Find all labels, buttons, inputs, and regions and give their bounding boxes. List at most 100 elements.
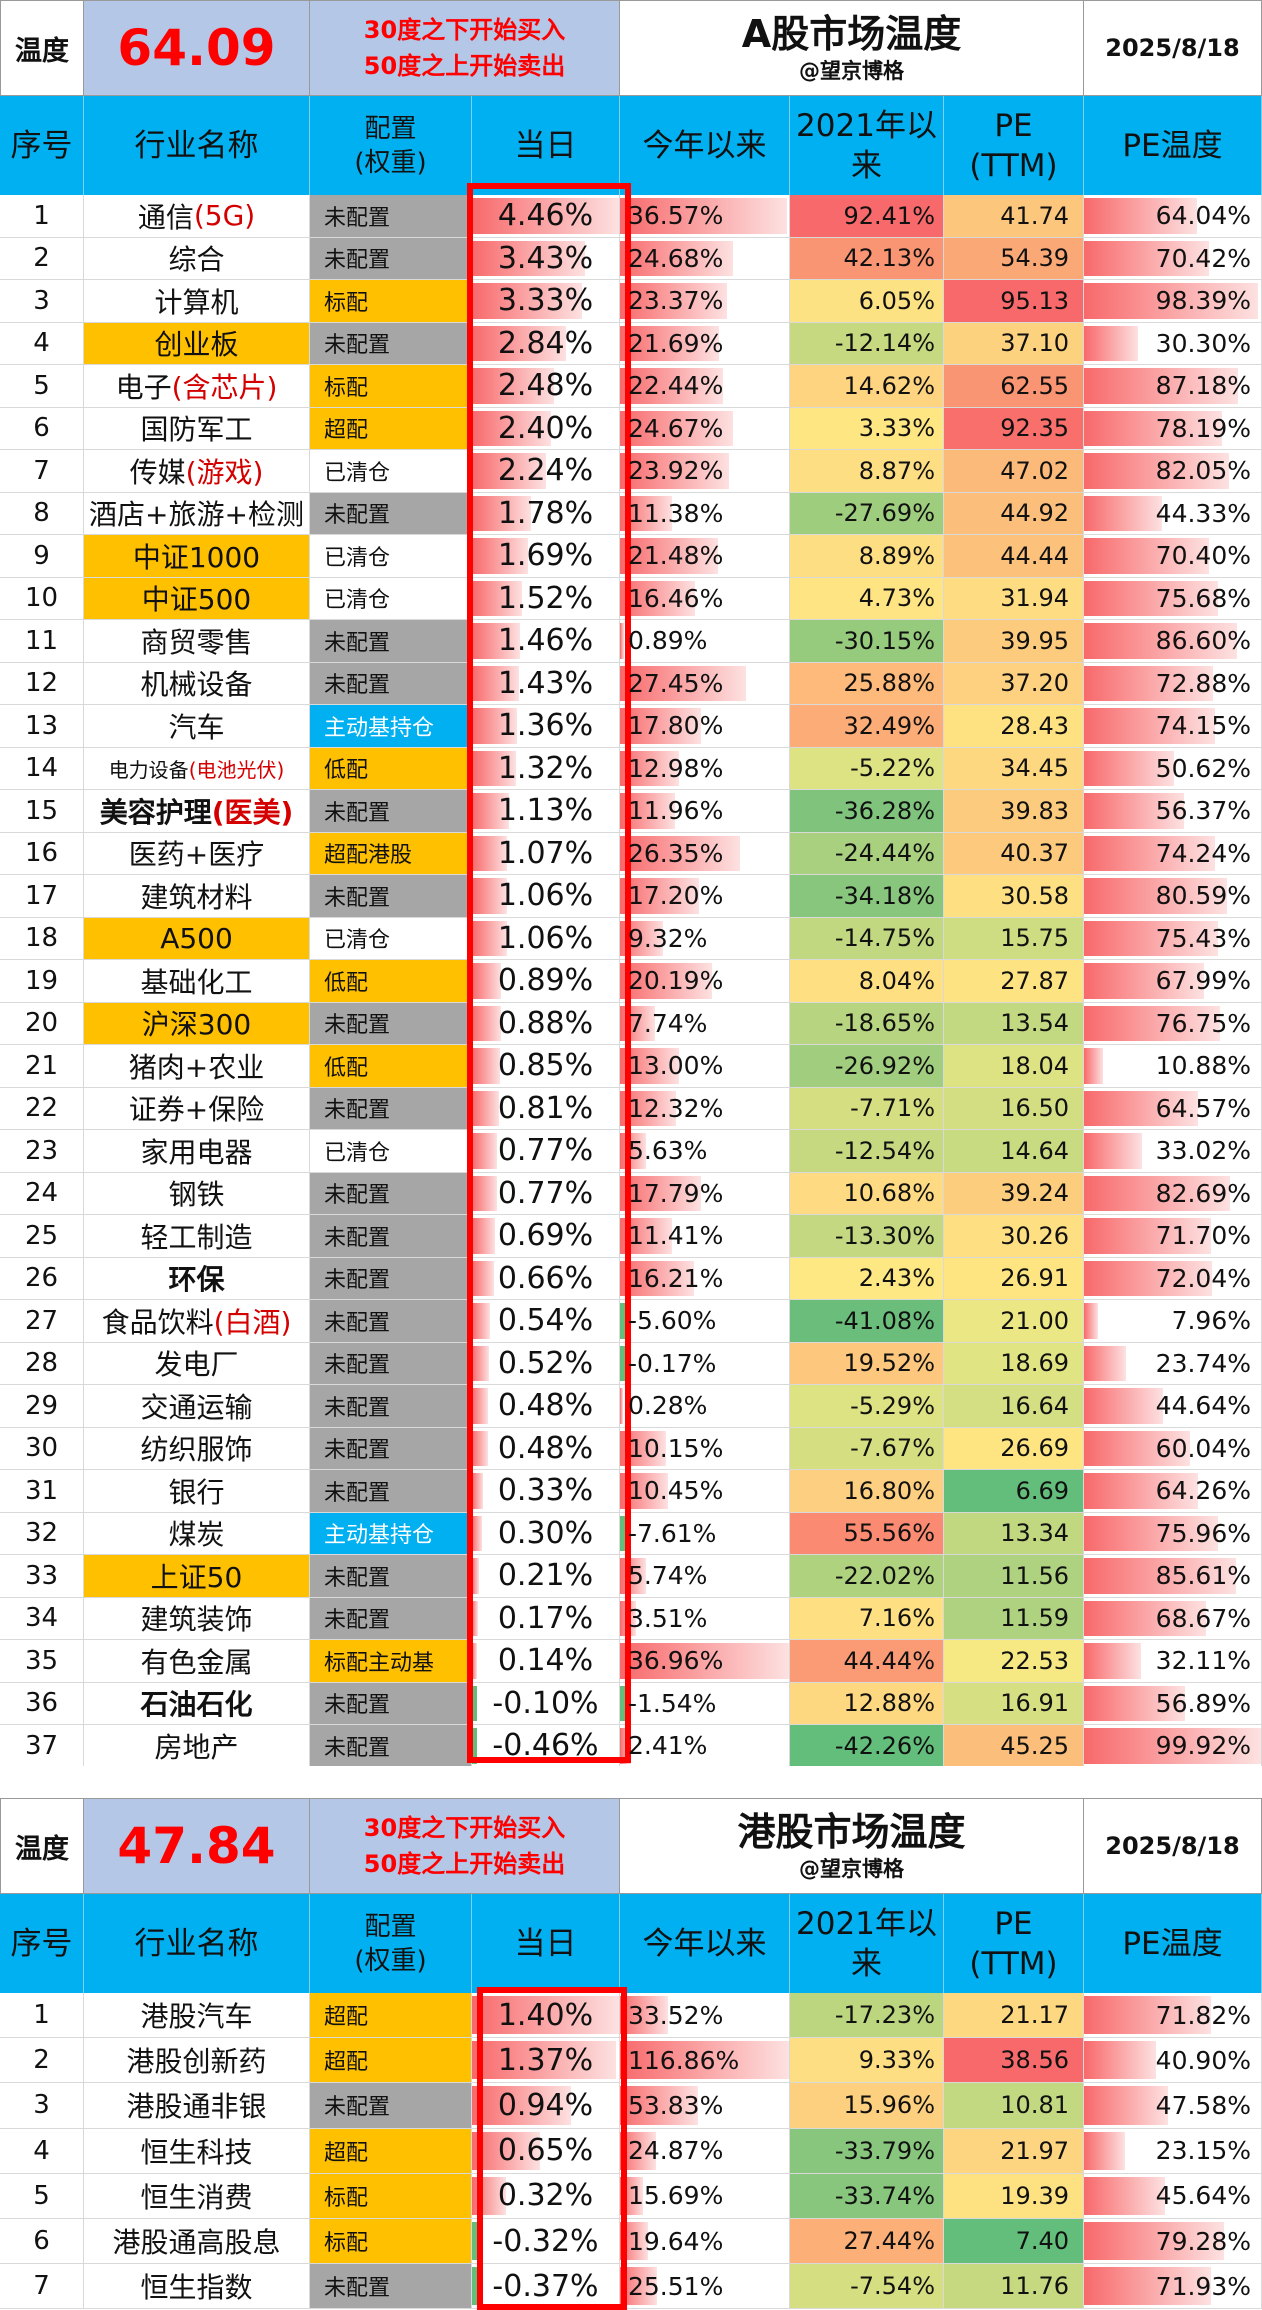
row-seq-text: 29 bbox=[24, 1390, 59, 1421]
pe-ttm: 41.74 bbox=[944, 195, 1084, 237]
since-2021-change: 8.87% bbox=[790, 450, 944, 492]
ytd-bar bbox=[620, 240, 733, 276]
ytd-bar bbox=[620, 1345, 625, 1381]
config-weight: 未配置 bbox=[310, 492, 472, 534]
pe-temperature-bar bbox=[1084, 750, 1174, 786]
pe-temperature: 44.33% bbox=[1084, 492, 1262, 534]
ytd-change: 36.57% bbox=[620, 195, 790, 237]
row-seq-text: 5 bbox=[33, 2180, 50, 2211]
industry-name-highlight: (白酒) bbox=[213, 1305, 292, 1339]
pe-temperature-text: 85.61% bbox=[1155, 1561, 1251, 1591]
pe-temperature: 32.11% bbox=[1084, 1640, 1262, 1682]
industry-name: 电力设备 (电池光伏) bbox=[84, 747, 310, 789]
since-2021-text: -33.74% bbox=[834, 2181, 935, 2210]
config-weight: 已清仓 bbox=[310, 577, 472, 619]
ytd-change-text: 23.92% bbox=[628, 456, 724, 486]
pe-temperature-text: 86.60% bbox=[1155, 626, 1251, 656]
ytd-change-text: 36.96% bbox=[628, 1646, 724, 1676]
table-row: 19 基础化工 低配 0.89% 20.19% 8.04% 27.87 67.99% bbox=[0, 960, 1262, 1003]
row-seq-text: 6 bbox=[33, 2226, 50, 2257]
table-row: 3 计算机 标配 3.33% 23.37% 6.05% 95.13 98.39% bbox=[0, 280, 1262, 323]
config-weight: 主动基持仓 bbox=[310, 705, 472, 747]
today-change-text: 0.14% bbox=[497, 1643, 594, 1679]
pe-temperature-bar bbox=[1084, 1430, 1191, 1466]
pe-temperature-bar bbox=[1084, 1600, 1206, 1636]
ytd-change-text: 36.57% bbox=[628, 201, 724, 231]
today-change: 0.52% bbox=[472, 1342, 620, 1384]
pe-ttm: 39.83 bbox=[944, 790, 1084, 832]
industry-name: 纺织服饰 bbox=[84, 1427, 310, 1469]
ytd-change-text: 16.21% bbox=[628, 1263, 724, 1293]
ytd-change-text: 21.48% bbox=[628, 541, 724, 571]
config-weight: 未配置 bbox=[310, 195, 472, 237]
ytd-change-text: -1.54% bbox=[628, 1688, 717, 1718]
ytd-bar bbox=[620, 2086, 698, 2125]
ytd-bar bbox=[620, 325, 720, 361]
today-bar bbox=[472, 1643, 477, 1679]
today-bar bbox=[472, 198, 619, 234]
today-bar bbox=[472, 2086, 571, 2125]
industry-name-text: 证券+保险 bbox=[128, 1093, 265, 1127]
ytd-change-text: 24.67% bbox=[628, 413, 724, 443]
since-2021-text: 8.04% bbox=[858, 966, 935, 995]
since-2021-change: 16.80% bbox=[790, 1470, 944, 1512]
row-seq-text: 11 bbox=[24, 625, 59, 656]
today-change: 2.48% bbox=[472, 365, 620, 407]
pe-ttm-text: 40.37 bbox=[1000, 839, 1069, 868]
industry-name-text: 国防军工 bbox=[140, 413, 253, 447]
since-2021-change: 10.68% bbox=[790, 1172, 944, 1214]
pe-ttm-text: 92.35 bbox=[1000, 414, 1069, 443]
today-change-text: 0.48% bbox=[497, 1388, 594, 1424]
row-seq: 21 bbox=[0, 1045, 84, 1087]
industry-name: 发电厂 bbox=[84, 1342, 310, 1384]
since-2021-change: 8.89% bbox=[790, 535, 944, 577]
industry-name: 中证1000 bbox=[84, 535, 310, 577]
today-change: 0.89% bbox=[472, 960, 620, 1002]
today-bar bbox=[472, 1996, 619, 2035]
config-weight-text: 未配置 bbox=[324, 1310, 391, 1336]
pe-ttm: 45.25 bbox=[944, 1725, 1084, 1767]
pe-temperature: 30.30% bbox=[1084, 322, 1262, 364]
table-title: A股市场温度 @望京博格 bbox=[620, 0, 1084, 96]
industry-name-text: 商贸零售 bbox=[140, 625, 253, 659]
since-2021-text: 8.87% bbox=[858, 456, 935, 485]
config-weight: 未配置 bbox=[310, 1172, 472, 1214]
ytd-change-text: 19.64% bbox=[628, 2226, 724, 2256]
config-weight-text: 未配置 bbox=[324, 248, 391, 274]
pe-temperature-bar bbox=[1084, 2176, 1165, 2215]
row-seq-text: 32 bbox=[24, 1518, 59, 1549]
today-change: 0.48% bbox=[472, 1427, 620, 1469]
today-change: 3.43% bbox=[472, 237, 620, 279]
industry-name-text: 纺织服饰 bbox=[140, 1433, 253, 1467]
pe-temperature-text: 72.04% bbox=[1155, 1263, 1251, 1293]
industry-name-text: 恒生指数 bbox=[140, 2271, 253, 2305]
ytd-change-text: 17.79% bbox=[628, 1178, 724, 1208]
ytd-change: 23.92% bbox=[620, 450, 790, 492]
config-weight-text: 未配置 bbox=[324, 1735, 391, 1761]
industry-name-text: 房地产 bbox=[154, 1730, 239, 1764]
pe-ttm-text: 18.04 bbox=[1000, 1051, 1069, 1080]
pe-ttm-text: 19.39 bbox=[1000, 2181, 1069, 2210]
row-seq: 9 bbox=[0, 535, 84, 577]
today-bar bbox=[472, 835, 508, 871]
ytd-bar bbox=[620, 410, 733, 446]
pe-ttm-text: 30.26 bbox=[1000, 1221, 1069, 1250]
today-bar bbox=[472, 750, 516, 786]
pe-temperature-text: 33.02% bbox=[1155, 1136, 1251, 1166]
config-weight: 标配 bbox=[310, 365, 472, 407]
pe-temperature-bar bbox=[1084, 1685, 1185, 1721]
ytd-change: 17.80% bbox=[620, 705, 790, 747]
ytd-bar bbox=[620, 1685, 625, 1721]
pe-temperature-bar bbox=[1084, 198, 1198, 234]
today-bar bbox=[472, 1005, 501, 1041]
config-weight: 未配置 bbox=[310, 237, 472, 279]
pe-temperature: 50.62% bbox=[1084, 747, 1262, 789]
pe-temperature: 64.04% bbox=[1084, 195, 1262, 237]
config-weight-text: 未配置 bbox=[324, 800, 391, 826]
since-2021-change: 3.33% bbox=[790, 407, 944, 449]
today-change-text: 0.48% bbox=[497, 1430, 594, 1466]
today-change: 0.66% bbox=[472, 1257, 620, 1299]
today-change: 1.36% bbox=[472, 705, 620, 747]
since-2021-change: -24.44% bbox=[790, 832, 944, 874]
section-gap bbox=[0, 1766, 1262, 1798]
